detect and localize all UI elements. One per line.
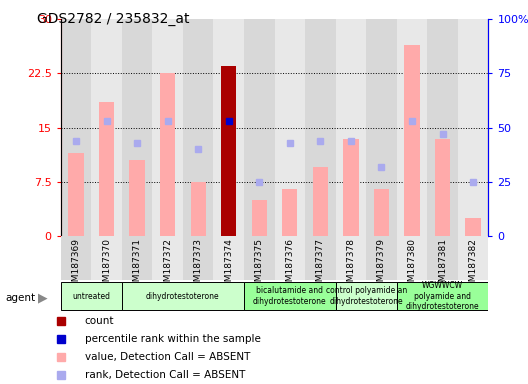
Text: GSM187377: GSM187377 <box>316 238 325 293</box>
Bar <box>183 19 213 236</box>
Bar <box>435 139 450 236</box>
Text: dihydrotestoterone: dihydrotestoterone <box>146 291 220 301</box>
Bar <box>404 45 420 236</box>
FancyBboxPatch shape <box>244 282 336 310</box>
Bar <box>374 189 389 236</box>
Bar <box>160 73 175 236</box>
FancyBboxPatch shape <box>397 282 488 310</box>
Bar <box>313 167 328 236</box>
Text: GSM187380: GSM187380 <box>408 238 417 293</box>
Bar <box>68 153 83 236</box>
Bar <box>129 160 145 236</box>
Bar <box>252 200 267 236</box>
Bar <box>282 189 297 236</box>
Bar <box>305 19 336 236</box>
Text: GSM187378: GSM187378 <box>346 238 355 293</box>
Bar <box>153 236 183 280</box>
Bar <box>244 236 275 280</box>
Bar <box>191 182 206 236</box>
Text: GSM187370: GSM187370 <box>102 238 111 293</box>
Bar <box>427 236 458 280</box>
Text: GSM187382: GSM187382 <box>469 238 478 293</box>
Bar <box>213 236 244 280</box>
Bar <box>99 103 114 236</box>
Text: GSM187376: GSM187376 <box>285 238 294 293</box>
Text: GSM187379: GSM187379 <box>377 238 386 293</box>
Text: untreated: untreated <box>72 291 110 301</box>
Text: GSM187373: GSM187373 <box>194 238 203 293</box>
Bar <box>183 236 213 280</box>
Bar <box>61 236 91 280</box>
Bar <box>153 19 183 236</box>
Bar <box>336 236 366 280</box>
Bar <box>213 19 244 236</box>
Bar <box>427 19 458 236</box>
Text: rank, Detection Call = ABSENT: rank, Detection Call = ABSENT <box>84 370 245 380</box>
Text: GSM187369: GSM187369 <box>71 238 80 293</box>
FancyBboxPatch shape <box>336 282 397 310</box>
Bar <box>397 236 427 280</box>
Bar <box>122 236 153 280</box>
Bar <box>366 19 397 236</box>
Bar <box>366 236 397 280</box>
Bar <box>458 19 488 236</box>
Text: bicalutamide and
dihydrotestoterone: bicalutamide and dihydrotestoterone <box>253 286 327 306</box>
Bar <box>466 218 481 236</box>
Bar <box>275 19 305 236</box>
Text: value, Detection Call = ABSENT: value, Detection Call = ABSENT <box>84 352 250 362</box>
Text: GSM187375: GSM187375 <box>255 238 264 293</box>
Bar <box>221 66 237 236</box>
Bar <box>275 236 305 280</box>
Text: GSM187372: GSM187372 <box>163 238 172 293</box>
Bar <box>336 19 366 236</box>
FancyBboxPatch shape <box>61 282 122 310</box>
Text: GSM187374: GSM187374 <box>224 238 233 293</box>
Text: count: count <box>84 316 114 326</box>
Text: GSM187371: GSM187371 <box>133 238 142 293</box>
Bar <box>91 236 122 280</box>
Text: control polyamide an
dihydrotestoterone: control polyamide an dihydrotestoterone <box>326 286 407 306</box>
Text: percentile rank within the sample: percentile rank within the sample <box>84 334 260 344</box>
Text: ▶: ▶ <box>38 291 48 304</box>
Bar <box>305 236 336 280</box>
Bar <box>91 19 122 236</box>
Bar <box>343 139 359 236</box>
Text: GDS2782 / 235832_at: GDS2782 / 235832_at <box>37 12 190 25</box>
Text: agent: agent <box>5 293 35 303</box>
Text: GSM187381: GSM187381 <box>438 238 447 293</box>
Bar <box>244 19 275 236</box>
Bar <box>61 19 91 236</box>
FancyBboxPatch shape <box>122 282 244 310</box>
Bar <box>458 236 488 280</box>
Bar <box>397 19 427 236</box>
Text: WGWWCW
polyamide and
dihydrotestoterone: WGWWCW polyamide and dihydrotestoterone <box>406 281 479 311</box>
Bar <box>122 19 153 236</box>
